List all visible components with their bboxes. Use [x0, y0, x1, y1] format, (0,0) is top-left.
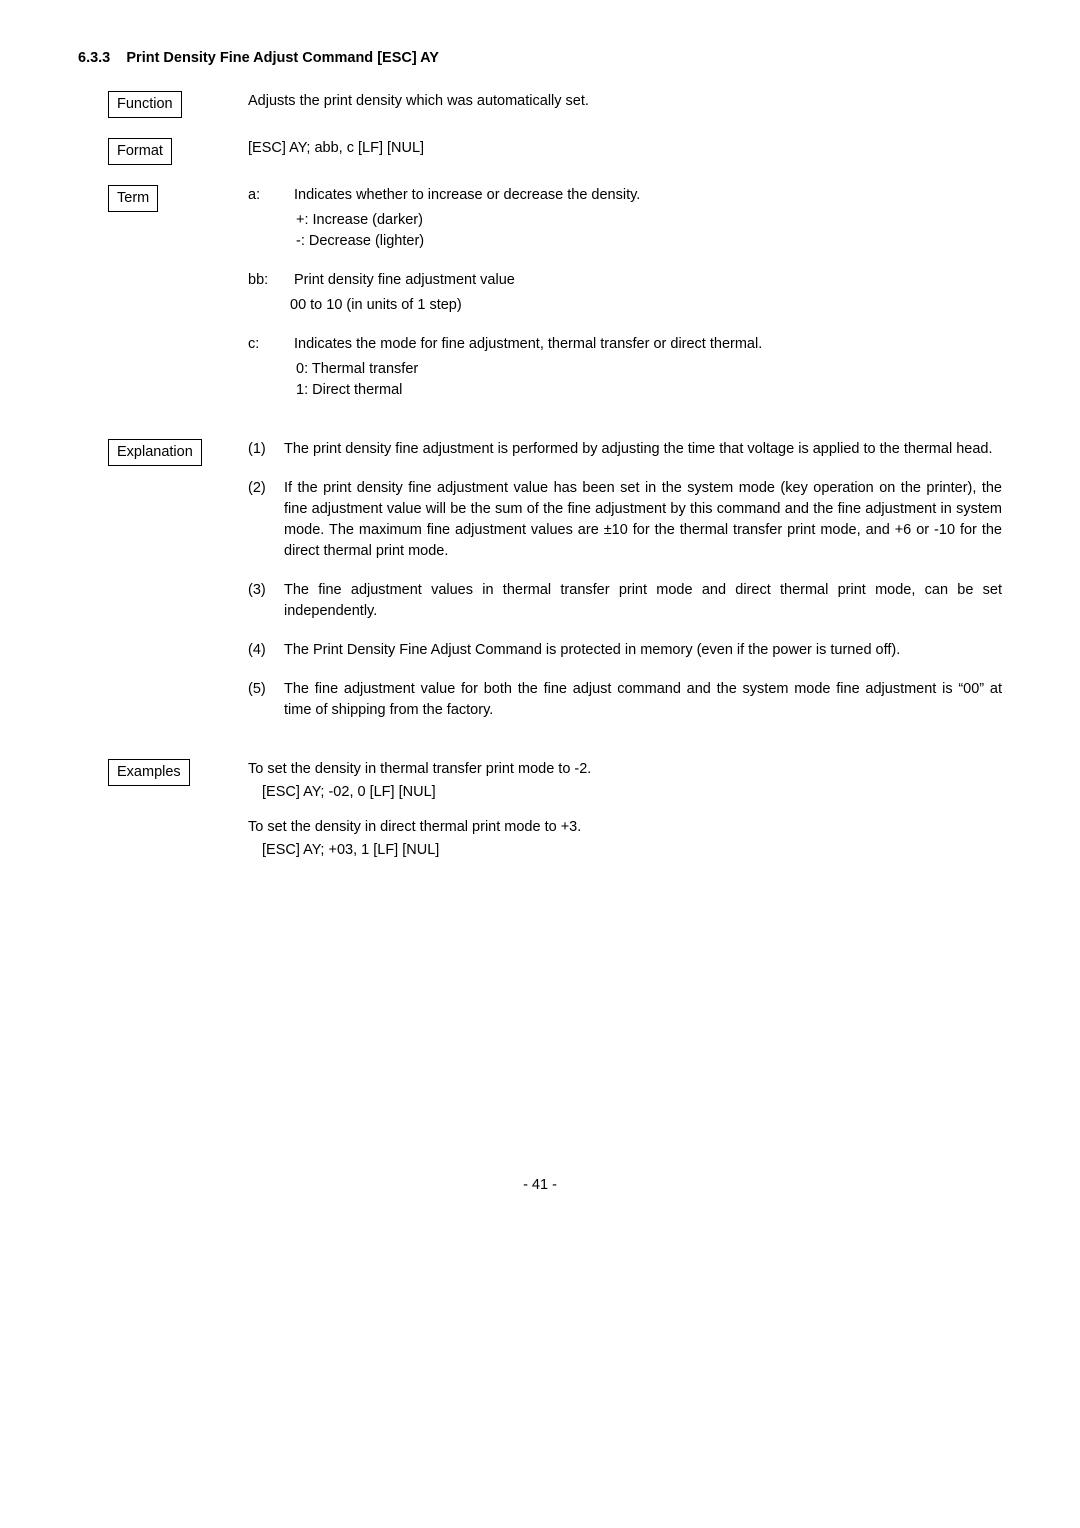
term-a-desc: Indicates whether to increase or decreas…	[294, 185, 640, 206]
label-column: Format	[78, 138, 248, 165]
label-column: Function	[78, 91, 248, 118]
explanation-label: Explanation	[108, 439, 202, 466]
format-content: [ESC] AY; abb, c [LF] [NUL]	[248, 138, 1002, 159]
term-a-opt1: +: Increase (darker)	[296, 210, 1002, 231]
term-a-block: a: Indicates whether to increase or decr…	[248, 185, 1002, 252]
item-text: The fine adjustment value for both the f…	[284, 679, 1002, 721]
term-c-desc: Indicates the mode for fine adjustment, …	[294, 334, 762, 355]
item-number: (3)	[248, 580, 284, 622]
examples-row: Examples To set the density in thermal t…	[78, 759, 1002, 875]
list-item: (4) The Print Density Fine Adjust Comman…	[248, 640, 1002, 661]
function-row: Function Adjusts the print density which…	[78, 91, 1002, 118]
term-a-sub: +: Increase (darker) -: Decrease (lighte…	[248, 210, 1002, 252]
item-number: (1)	[248, 439, 284, 460]
term-a-opt2: -: Decrease (lighter)	[296, 231, 1002, 252]
section-heading: 6.3.3 Print Density Fine Adjust Command …	[78, 48, 1002, 69]
format-text: [ESC] AY; abb, c [LF] [NUL]	[248, 140, 424, 156]
param-row: bb: Print density fine adjustment value	[248, 270, 1002, 291]
list-item: (1) The print density fine adjustment is…	[248, 439, 1002, 460]
examples-label: Examples	[108, 759, 190, 786]
term-bb-desc: Print density fine adjustment value	[294, 270, 515, 291]
examples-code2: [ESC] AY; +03, 1 [LF] [NUL]	[248, 840, 1002, 861]
format-row: Format [ESC] AY; abb, c [LF] [NUL]	[78, 138, 1002, 165]
term-bb-key: bb:	[248, 270, 294, 291]
function-text: Adjusts the print density which was auto…	[248, 93, 589, 109]
term-c-opt2: 1: Direct thermal	[296, 380, 1002, 401]
term-content: a: Indicates whether to increase or decr…	[248, 185, 1002, 419]
function-label: Function	[108, 91, 182, 118]
item-text: The print density fine adjustment is per…	[284, 439, 1002, 460]
list-item: (3) The fine adjustment values in therma…	[248, 580, 1002, 622]
term-c-opt1: 0: Thermal transfer	[296, 359, 1002, 380]
examples-line1: To set the density in thermal transfer p…	[248, 759, 1002, 780]
term-bb-range: 00 to 10 (in units of 1 step)	[290, 295, 1002, 316]
item-text: The Print Density Fine Adjust Command is…	[284, 640, 1002, 661]
item-text: If the print density fine adjustment val…	[284, 478, 1002, 562]
param-row: a: Indicates whether to increase or decr…	[248, 185, 1002, 206]
term-bb-sub: 00 to 10 (in units of 1 step)	[248, 295, 1002, 316]
function-content: Adjusts the print density which was auto…	[248, 91, 1002, 112]
term-bb-block: bb: Print density fine adjustment value …	[248, 270, 1002, 316]
document-page: 6.3.3 Print Density Fine Adjust Command …	[0, 0, 1080, 1196]
label-column: Examples	[78, 759, 248, 786]
list-item: (2) If the print density fine adjustment…	[248, 478, 1002, 562]
list-item: (5) The fine adjustment value for both t…	[248, 679, 1002, 721]
item-number: (5)	[248, 679, 284, 721]
examples-code1: [ESC] AY; -02, 0 [LF] [NUL]	[248, 782, 1002, 803]
param-row: c: Indicates the mode for fine adjustmen…	[248, 334, 1002, 355]
label-column: Explanation	[78, 439, 248, 466]
examples-content: To set the density in thermal transfer p…	[248, 759, 1002, 875]
term-c-block: c: Indicates the mode for fine adjustmen…	[248, 334, 1002, 401]
explanation-row: Explanation (1) The print density fine a…	[78, 439, 1002, 739]
term-c-sub: 0: Thermal transfer 1: Direct thermal	[248, 359, 1002, 401]
explanation-content: (1) The print density fine adjustment is…	[248, 439, 1002, 739]
format-label: Format	[108, 138, 172, 165]
item-number: (2)	[248, 478, 284, 562]
item-text: The fine adjustment values in thermal tr…	[284, 580, 1002, 622]
term-c-key: c:	[248, 334, 294, 355]
term-label: Term	[108, 185, 158, 212]
label-column: Term	[78, 185, 248, 212]
section-number: 6.3.3	[78, 50, 110, 66]
examples-line2: To set the density in direct thermal pri…	[248, 817, 1002, 838]
item-number: (4)	[248, 640, 284, 661]
page-number: - 41 -	[78, 1175, 1002, 1196]
section-title: Print Density Fine Adjust Command [ESC] …	[126, 50, 439, 66]
term-row: Term a: Indicates whether to increase or…	[78, 185, 1002, 419]
term-a-key: a:	[248, 185, 294, 206]
